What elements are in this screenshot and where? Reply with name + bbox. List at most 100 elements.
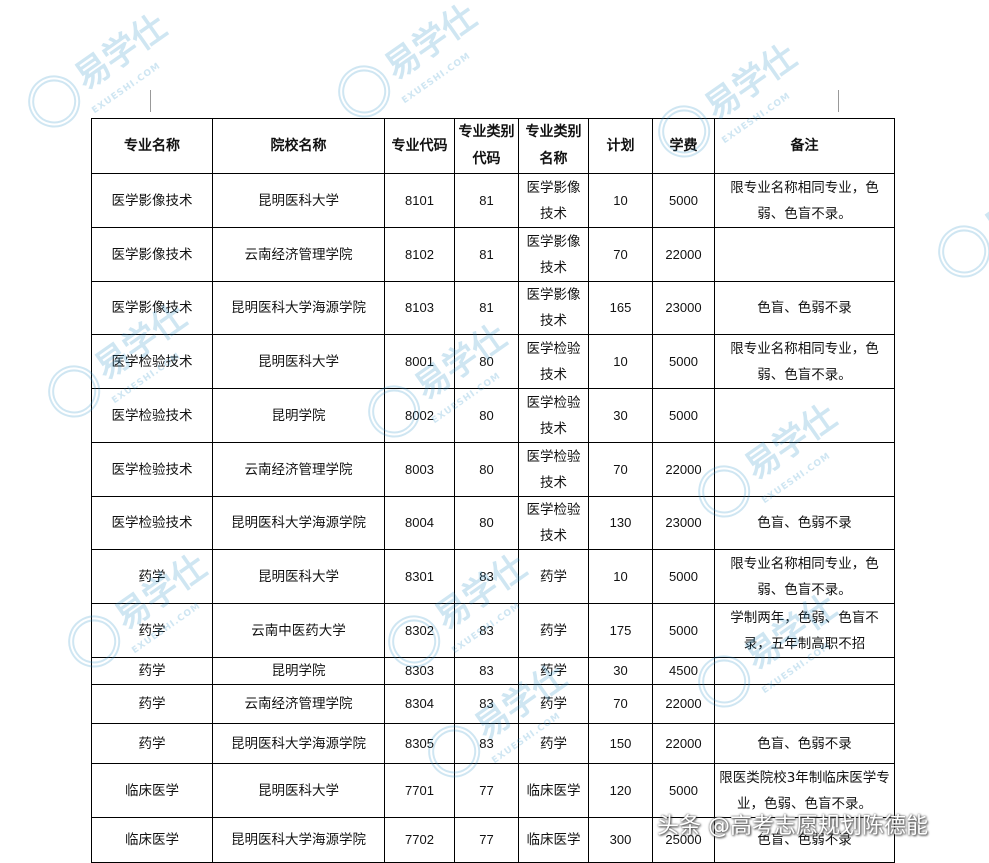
table-cell [714,657,895,685]
table-row: 医学检验技术 云南经济管理学院 8003 80 医学检验技术 70 22000 [91,442,895,497]
table-cell: 云南经济管理学院 [212,227,385,282]
table-cell: 医学检验技术 [91,496,213,550]
table-cell: 色盲、色弱不录 [714,817,895,863]
table-cell: 10 [588,334,653,389]
table-cell: 限专业名称相同专业，色弱、色盲不录。 [714,549,895,604]
table-cell: 8303 [384,657,455,685]
table-cell: 120 [588,763,653,818]
column-header: 专业代码 [384,118,455,174]
table-cell: 8302 [384,603,455,658]
table-cell: 医学检验技术 [518,496,589,550]
column-header: 计划 [588,118,653,174]
table-cell: 5000 [652,334,715,389]
table-row: 药学 昆明医科大学 8301 83 药学 10 5000 限专业名称相同专业，色弱、色盲不录。 [91,549,895,604]
table-cell: 80 [454,388,519,443]
table-cell [714,442,895,497]
table-row: 药学 云南中医药大学 8302 83 药学 175 5000 学制两年，色弱、色盲不录，五年制… [91,603,895,658]
table-cell: 云南经济管理学院 [212,684,385,724]
table-cell: 药学 [518,603,589,658]
table-cell: 10 [588,173,653,228]
table-cell: 昆明医科大学 [212,549,385,604]
table-cell: 83 [454,657,519,685]
table-cell: 昆明医科大学 [212,763,385,818]
table-cell: 83 [454,723,519,764]
table-cell: 30 [588,388,653,443]
table-cell: 83 [454,603,519,658]
table-cell: 限专业名称相同专业，色弱、色盲不录。 [714,334,895,389]
table-cell: 医学检验技术 [91,334,213,389]
table-cell: 165 [588,281,653,335]
table-cell: 药学 [518,657,589,685]
table-cell: 药学 [91,549,213,604]
table-row: 医学影像技术 云南经济管理学院 8102 81 医学影像技术 70 22000 [91,227,895,282]
table-cell: 23000 [652,496,715,550]
table-cell: 医学影像技术 [518,227,589,282]
admission-table: 专业名称 院校名称 专业代码 专业类别代码 专业类别名称 计划 学费 备注 医学影像技术 昆明医… [91,118,895,863]
table-cell: 医学检验技术 [518,334,589,389]
table-cell: 学制两年，色弱、色盲不录，五年制高职不招 [714,603,895,658]
column-header: 院校名称 [212,118,385,174]
table-cell: 昆明医科大学海源学院 [212,281,385,335]
table-cell [714,227,895,282]
source-caption: 头条 @高考志愿规划陈德能 [657,814,928,839]
table-cell: 22000 [652,723,715,764]
table-cell: 77 [454,763,519,818]
table-cell: 药学 [518,723,589,764]
table-cell: 色盲、色弱不录 [714,723,895,764]
table-cell: 色盲、色弱不录 [714,496,895,550]
table-row: 药学 昆明医科大学海源学院 8305 83 药学 150 22000 色盲、色弱不录 [91,723,895,764]
table-cell: 8301 [384,549,455,604]
table-cell: 昆明学院 [212,657,385,685]
table-cell: 8004 [384,496,455,550]
table-cell: 81 [454,227,519,282]
table-cell: 81 [454,281,519,335]
column-header: 专业名称 [91,118,213,174]
table-cell: 医学检验技术 [518,388,589,443]
table-cell: 色盲、色弱不录 [714,281,895,335]
table-cell: 昆明医科大学海源学院 [212,817,385,863]
table-cell: 150 [588,723,653,764]
table-cell: 医学影像技术 [91,227,213,282]
table-cell: 83 [454,549,519,604]
table-cell: 昆明医科大学海源学院 [212,723,385,764]
table-cell: 医学检验技术 [91,442,213,497]
table-cell: 8304 [384,684,455,724]
table-cell: 8305 [384,723,455,764]
table-cell: 昆明医科大学 [212,334,385,389]
table-cell: 4500 [652,657,715,685]
table-cell: 临床医学 [518,763,589,818]
table-row: 临床医学 昆明医科大学 7701 77 临床医学 120 5000 限医类院校3年制临床医学专… [91,763,895,818]
table-cell: 医学影像技术 [91,281,213,335]
table-cell: 80 [454,442,519,497]
table-cell: 130 [588,496,653,550]
table-cell: 83 [454,684,519,724]
table-cell: 80 [454,496,519,550]
table-cell: 25000 [652,817,715,863]
table-cell: 70 [588,227,653,282]
table-cell: 22000 [652,684,715,724]
table-cell: 8102 [384,227,455,282]
table-cell: 限专业名称相同专业，色弱、色盲不录。 [714,173,895,228]
table-cell: 8103 [384,281,455,335]
table-cell [714,684,895,724]
table-cell: 70 [588,684,653,724]
table-cell: 300 [588,817,653,863]
table-cell: 5000 [652,603,715,658]
table-row: 医学检验技术 昆明医科大学 8001 80 医学检验技术 10 5000 限专业名称相同专业，… [91,334,895,389]
table-cell: 药学 [518,684,589,724]
table-cell: 5000 [652,173,715,228]
table-cell: 昆明学院 [212,388,385,443]
table-cell: 80 [454,334,519,389]
table-cell: 5000 [652,763,715,818]
column-header: 备注 [714,118,895,174]
table-row: 医学影像技术 昆明医科大学 8101 81 医学影像技术 10 5000 限专业名称相同专业，… [91,173,895,228]
table-cell: 175 [588,603,653,658]
table-row: 医学检验技术 昆明学院 8002 80 医学检验技术 30 5000 [91,388,895,443]
table-cell: 云南中医药大学 [212,603,385,658]
table-cell: 医学检验技术 [518,442,589,497]
table-cell: 医学影像技术 [518,173,589,228]
table-cell: 10 [588,549,653,604]
column-header: 学费 [652,118,715,174]
